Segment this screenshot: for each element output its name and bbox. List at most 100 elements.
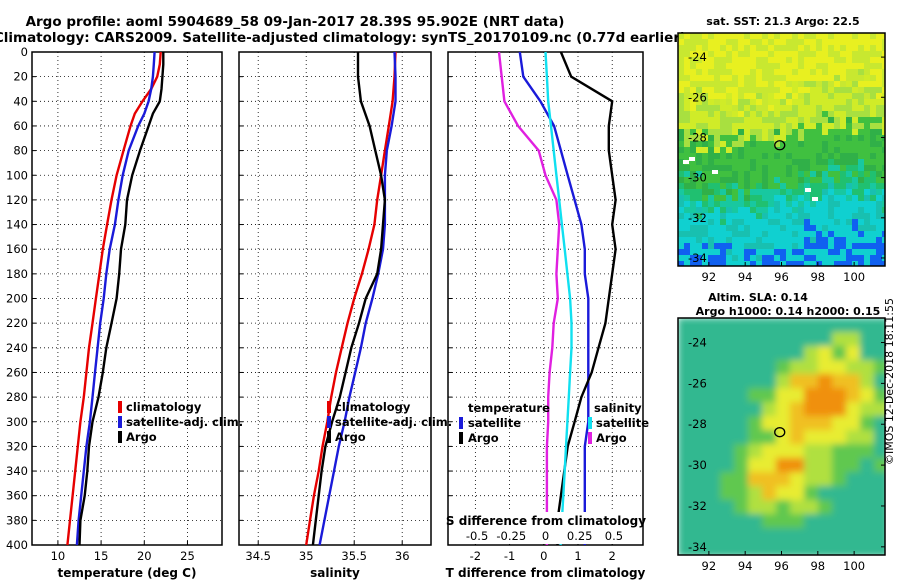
map-cell (786, 75, 793, 82)
depth-tick-label: 0 (21, 45, 28, 59)
map-cell (864, 225, 871, 232)
map-cell (828, 123, 835, 130)
map-cell (832, 318, 847, 333)
map-cell (816, 195, 823, 202)
map-cell (762, 99, 769, 106)
map-cell (744, 237, 751, 244)
map-cell (834, 99, 841, 106)
map-cell (726, 195, 733, 202)
map-cell (882, 249, 885, 256)
map-cell (762, 153, 769, 160)
map-cell (720, 99, 727, 106)
map-cell (678, 99, 685, 106)
map-cell (792, 45, 799, 52)
map-cell (706, 374, 721, 389)
depth-tick-label: 240 (6, 341, 28, 355)
map-cell (870, 225, 877, 232)
map-cell (792, 225, 799, 232)
map-cell (864, 111, 871, 118)
map-cell (780, 111, 787, 118)
map-cell (858, 129, 865, 136)
map-cell (804, 63, 811, 70)
map-cell (726, 69, 733, 76)
map-cell (678, 458, 693, 473)
map-cell (714, 69, 721, 76)
map-cell (678, 332, 693, 347)
map-cell (726, 93, 733, 100)
map-cell (858, 255, 865, 262)
map-cell (696, 93, 703, 100)
map-cell (762, 514, 777, 529)
map-cell (690, 261, 697, 266)
legend-swatch (327, 401, 331, 413)
map-cell (870, 249, 877, 256)
map-cell (816, 87, 823, 94)
map-cell (882, 195, 885, 202)
map-cell (832, 500, 847, 515)
map-cell (768, 75, 775, 82)
map-cell (708, 255, 715, 262)
map-cell (804, 75, 811, 82)
map-cell (768, 135, 775, 142)
map-cell (726, 129, 733, 136)
map-cell (858, 249, 865, 256)
map-cell (738, 81, 745, 88)
map-cell (750, 39, 757, 46)
map-cell (846, 213, 853, 220)
map-cell (864, 249, 871, 256)
map-cell (708, 153, 715, 160)
map-cell (678, 261, 685, 266)
map-cell (870, 111, 877, 118)
map-cell (732, 261, 739, 266)
map-cell (816, 165, 823, 172)
map-cell (756, 57, 763, 64)
map-cell (702, 45, 709, 52)
map-cell (860, 430, 875, 445)
map-cell (834, 111, 841, 118)
map-cell (804, 231, 811, 238)
map-cell (804, 402, 819, 417)
map-cell (874, 360, 885, 375)
map-lat-tick-label: -34 (688, 540, 707, 554)
map-cell (702, 81, 709, 88)
map-cell (762, 195, 769, 202)
x-axis-label: T difference from climatology (446, 566, 646, 580)
map-cell (834, 93, 841, 100)
map-cell (744, 39, 751, 46)
map-cell (762, 81, 769, 88)
map-cell (750, 159, 757, 166)
map-cell (702, 105, 709, 112)
map-cell (678, 75, 685, 82)
map-cell (832, 486, 847, 501)
map-cell (882, 207, 885, 214)
map-cell (876, 189, 883, 196)
s-tick-label: -0.5 (466, 529, 488, 543)
map-cell (708, 81, 715, 88)
map-cell (852, 105, 859, 112)
map-cell (846, 87, 853, 94)
map-cell (732, 141, 739, 148)
map-cell (822, 207, 829, 214)
map-cell (804, 255, 811, 262)
map-cell (870, 69, 877, 76)
map-cell (816, 183, 823, 190)
map-cell (690, 123, 697, 130)
map-cell (846, 195, 853, 202)
map-cell (744, 207, 751, 214)
sst-heatmap (678, 33, 885, 266)
map-cell (774, 159, 781, 166)
map-cell (864, 261, 871, 266)
map-cell (792, 69, 799, 76)
map-cell (684, 63, 691, 70)
map-cell (744, 243, 751, 250)
map-cell (840, 177, 847, 184)
map-cell (882, 111, 885, 118)
map-cell (692, 416, 707, 431)
map-cell (804, 243, 811, 250)
map-cell (726, 153, 733, 160)
map-cell (690, 105, 697, 112)
map-cell (726, 75, 733, 82)
map-cell (882, 51, 885, 58)
map-cell (744, 183, 751, 190)
